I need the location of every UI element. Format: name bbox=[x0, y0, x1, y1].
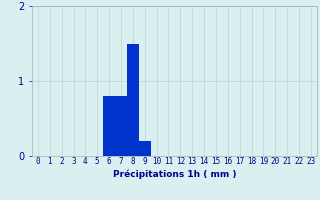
Bar bbox=[115, 96, 127, 156]
X-axis label: Précipitations 1h ( mm ): Précipitations 1h ( mm ) bbox=[113, 169, 236, 179]
Bar bbox=[103, 96, 115, 156]
Bar bbox=[127, 44, 139, 156]
Bar bbox=[139, 141, 151, 156]
